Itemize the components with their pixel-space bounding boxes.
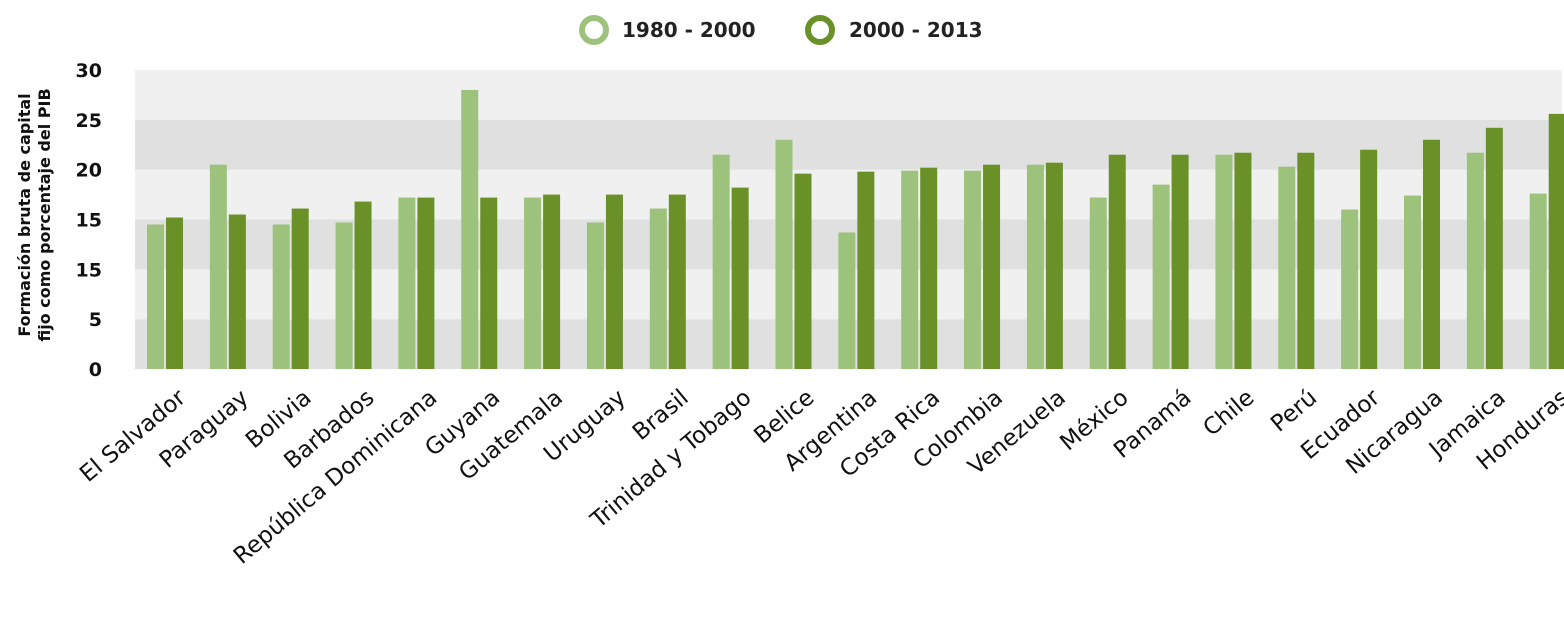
bar-series1 [1152,184,1170,369]
y-axis-label-line: Formación bruta de capital [15,93,34,336]
bar-series1 [524,197,542,369]
bars [147,89,1564,369]
background-band [135,119,1562,170]
bar-series1 [1215,154,1233,369]
bar-series1 [1466,152,1484,369]
bar-series1 [775,139,793,369]
bar-series2 [857,171,875,369]
bar-series2 [1548,113,1564,369]
bar-series1 [272,224,290,369]
bar-series2 [417,197,435,369]
bar-series2 [1360,149,1378,369]
bar-series2 [1423,139,1440,369]
bar-series2 [1234,152,1252,369]
background-band [135,70,1562,120]
bar-series2 [731,187,749,369]
legend-label: 1980 - 2000 [622,18,756,42]
bar-series2 [920,167,938,369]
bar-series1 [901,170,919,369]
legend-marker [579,15,609,45]
y-axis-label: Formación bruta de capital fijo como porc… [15,88,54,341]
legend-label: 2000 - 2013 [849,18,983,42]
bar-series2 [1108,154,1126,369]
bar-series1 [1529,193,1547,369]
bar-series2 [543,194,561,369]
y-tick-label: 15 [76,210,102,232]
x-tick-label: El Salvador [75,384,191,487]
bar-series2 [1297,152,1315,369]
bar-series2 [1485,127,1503,369]
y-tick-label: 25 [76,110,102,132]
bar-series1 [461,89,479,369]
background-band [135,169,1562,220]
bar-series2 [354,201,372,369]
bar-series1 [335,222,353,369]
bar-series2 [794,173,812,369]
bar-series2 [668,194,686,369]
bar-series1 [649,208,667,369]
y-axis-label-line: fijo como porcentaje del PIB [35,88,54,341]
bar-series1 [712,154,730,369]
y-tick-label: 0 [89,359,102,381]
bar-series1 [1404,195,1421,369]
y-tick-label: 30 [76,60,102,82]
bar-series2 [166,217,183,369]
y-tick-label: 5 [89,309,102,331]
bar-series1 [147,224,164,369]
background-bands [135,70,1562,369]
legend: 1980 - 2000 2000 - 2013 [579,15,983,45]
bar-series2 [480,197,498,369]
bar-series2 [605,194,623,369]
bar-series1 [1026,164,1044,369]
bar-series1 [1278,166,1296,369]
bar-series1 [586,222,604,369]
bar-series1 [209,164,227,369]
legend-marker [805,15,835,45]
y-tick-label: 15 [76,259,102,281]
x-axis-labels: El SalvadorParaguayBoliviaBarbadosRepúbl… [75,384,1564,569]
bar-series2 [291,208,309,369]
bar-series1 [838,232,856,369]
bar-series1 [398,197,416,369]
bar-series1 [964,170,982,369]
bar-series2 [1171,154,1189,369]
bar-series1 [1089,197,1107,369]
bar-series2 [1045,162,1063,369]
y-axis-ticks: 0 5 15 15 20 25 30 [76,60,102,381]
bar-series2 [983,164,1001,369]
y-tick-label: 20 [76,160,102,182]
bar-series2 [228,214,246,369]
x-tick-label: Chile [1198,385,1259,442]
bar-series1 [1341,209,1359,369]
